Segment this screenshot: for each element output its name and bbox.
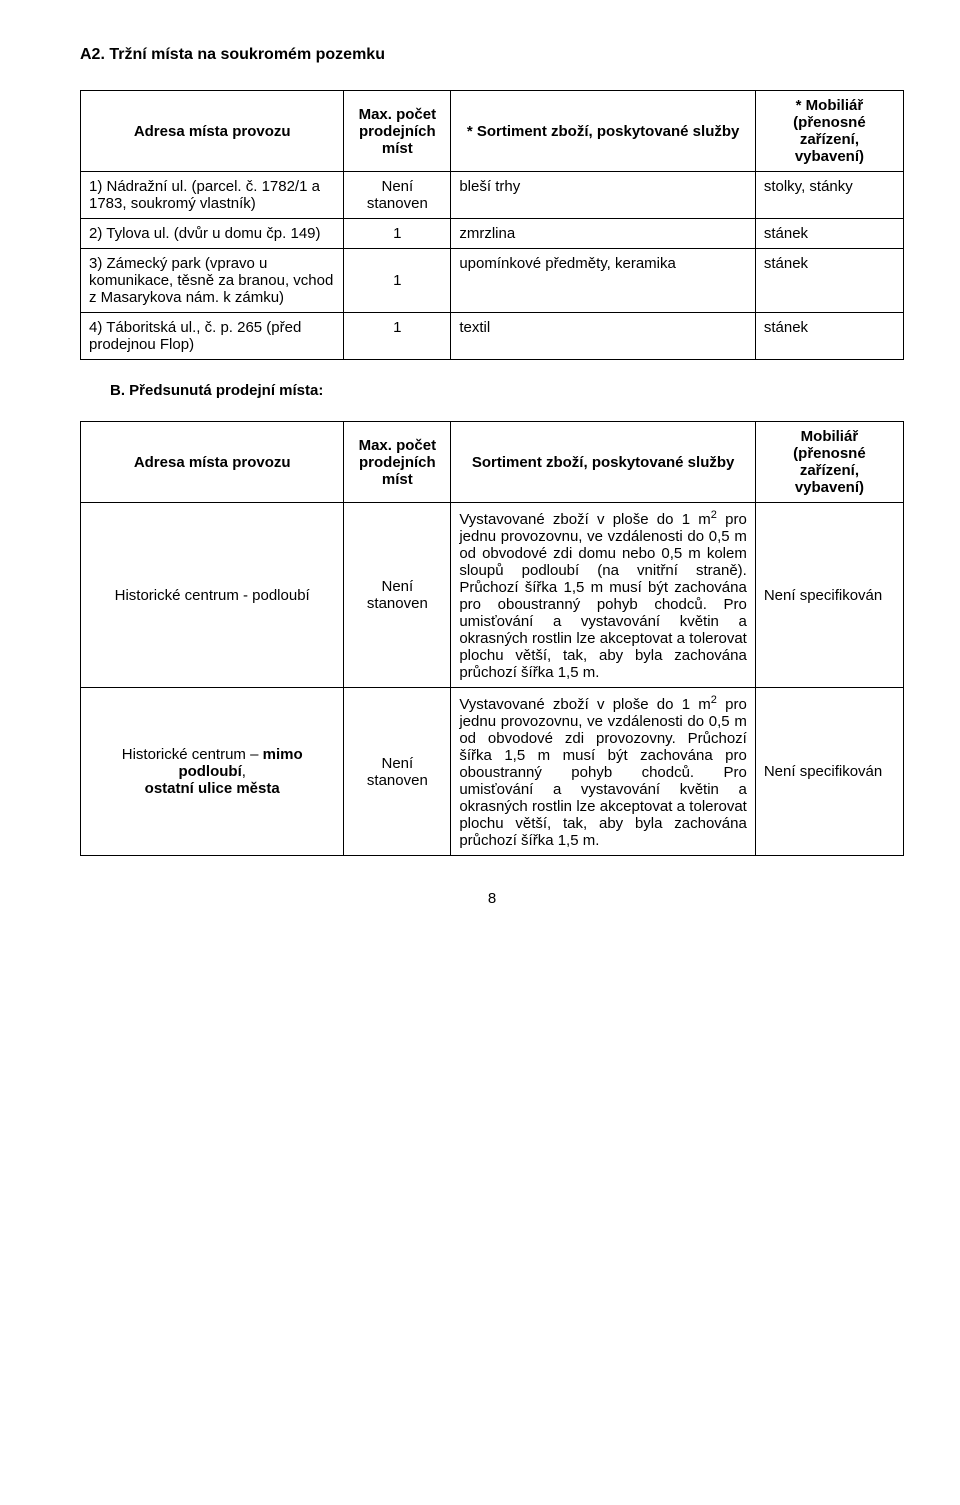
cell-address: 2) Tylova ul. (dvůr u domu čp. 149) bbox=[81, 219, 344, 249]
table-row: 4) Táboritská ul., č. p. 265 (před prode… bbox=[81, 313, 904, 360]
cell-address: 3) Zámecký park (vpravo u komunikace, tě… bbox=[81, 249, 344, 313]
table-row: 2) Tylova ul. (dvůr u domu čp. 149) 1 zm… bbox=[81, 219, 904, 249]
cell-count: Není stanoven bbox=[344, 172, 451, 219]
cell-address-text: Historické centrum - podloubí bbox=[115, 587, 310, 604]
cell-sortiment: zmrzlina bbox=[451, 219, 756, 249]
table-row: 3) Zámecký park (vpravo u komunikace, tě… bbox=[81, 249, 904, 313]
th-furniture: * Mobiliář (přenosné zařízení, vybavení) bbox=[755, 91, 903, 172]
table-row: Historické centrum – mimo podloubí,ostat… bbox=[81, 688, 904, 856]
heading-b: B. Předsunutá prodejní místa: bbox=[110, 382, 904, 399]
cell-address: 4) Táboritská ul., č. p. 265 (před prode… bbox=[81, 313, 344, 360]
th-sortiment: Sortiment zboží, poskytované služby bbox=[451, 422, 756, 503]
cell-count: 1 bbox=[344, 313, 451, 360]
th-address: Adresa místa provozu bbox=[81, 422, 344, 503]
cell-count: 1 bbox=[344, 249, 451, 313]
cell-sortiment: Vystavované zboží v ploše do 1 m2 pro je… bbox=[451, 503, 756, 688]
cell-furniture: Není specifikován bbox=[755, 688, 903, 856]
th-sortiment: * Sortiment zboží, poskytované služby bbox=[451, 91, 756, 172]
table-b: Adresa místa provozu Max. počet prodejní… bbox=[80, 421, 904, 856]
sortiment-pre: Vystavované zboží v ploše do 1 m bbox=[459, 511, 710, 528]
th-furniture: Mobiliář (přenosné zařízení, vybavení) bbox=[755, 422, 903, 503]
table-row: 1) Nádražní ul. (parcel. č. 1782/1 a 178… bbox=[81, 172, 904, 219]
cell-sortiment: bleší trhy bbox=[451, 172, 756, 219]
table-b-header-row: Adresa místa provozu Max. počet prodejní… bbox=[81, 422, 904, 503]
cell-sortiment: Vystavované zboží v ploše do 1 m2 pro je… bbox=[451, 688, 756, 856]
heading-a2: A2. Tržní místa na soukromém pozemku bbox=[80, 46, 904, 64]
cell-furniture: stánek bbox=[755, 313, 903, 360]
cell-address: Historické centrum - podloubí bbox=[81, 503, 344, 688]
cell-count: Není stanoven bbox=[344, 503, 451, 688]
th-address: Adresa místa provozu bbox=[81, 91, 344, 172]
cell-sortiment: upomínkové předměty, keramika bbox=[451, 249, 756, 313]
table-row: Historické centrum - podloubí Není stano… bbox=[81, 503, 904, 688]
table-a2: Adresa místa provozu Max. počet prodejní… bbox=[80, 90, 904, 360]
cell-address: 1) Nádražní ul. (parcel. č. 1782/1 a 178… bbox=[81, 172, 344, 219]
cell-address: Historické centrum – mimo podloubí,ostat… bbox=[81, 688, 344, 856]
cell-furniture: Není specifikován bbox=[755, 503, 903, 688]
sortiment-post: pro jednu provozovnu, ve vzdálenosti do … bbox=[459, 696, 747, 849]
th-count: Max. počet prodejních míst bbox=[344, 422, 451, 503]
sortiment-post: pro jednu provozovnu, ve vzdálenosti do … bbox=[459, 511, 747, 681]
cell-furniture: stánek bbox=[755, 249, 903, 313]
page-number: 8 bbox=[80, 890, 904, 907]
cell-furniture: stánek bbox=[755, 219, 903, 249]
cell-count: 1 bbox=[344, 219, 451, 249]
cell-furniture: stolky, stánky bbox=[755, 172, 903, 219]
sortiment-pre: Vystavované zboží v ploše do 1 m bbox=[459, 696, 710, 713]
th-count: Max. počet prodejních míst bbox=[344, 91, 451, 172]
cell-sortiment: textil bbox=[451, 313, 756, 360]
cell-count: Není stanoven bbox=[344, 688, 451, 856]
table-a2-header-row: Adresa místa provozu Max. počet prodejní… bbox=[81, 91, 904, 172]
